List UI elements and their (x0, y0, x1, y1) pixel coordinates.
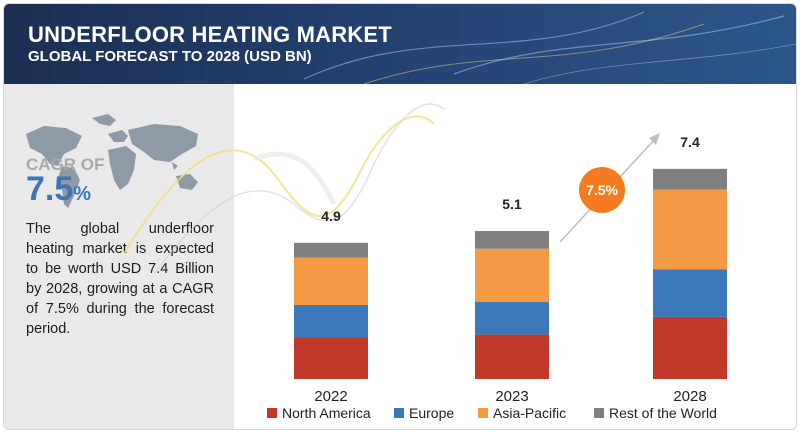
bar-segment-north-america-2022 (294, 337, 368, 379)
cagr-badge-circle (579, 167, 625, 213)
bar-segment-europe-2023 (475, 302, 549, 335)
bar-segment-rest-of-the-world-2023 (475, 231, 549, 249)
cagr-badge-text: 7.5% (586, 182, 618, 198)
decorative-curves (123, 103, 445, 275)
stacked-bar-chart: 4.9 2022 5.1 2023 7.4 2028 7.5% North America… (123, 103, 727, 421)
x-tick-label-2028: 2028 (673, 388, 706, 405)
market-summary-text: The global underfloor heating market is … (26, 221, 214, 337)
bar-segment-europe-2022 (294, 305, 368, 338)
bar-segment-rest-of-the-world-2022 (294, 242, 368, 258)
cagr-label: CAGR OF (26, 155, 105, 174)
header-light-streaks (303, 11, 796, 84)
legend-swatch-north-america (267, 408, 277, 418)
chart-legend: North America Europe Asia-Pacific Rest of t… (267, 405, 717, 421)
x-tick-label-2022: 2022 (314, 388, 347, 405)
cagr-number: 7.5 (26, 170, 74, 208)
total-label-2028: 7.4 (680, 134, 700, 150)
cagr-badge: 7.5% (579, 167, 625, 213)
legend-label-rest-of-the-world: Rest of the World (609, 405, 717, 421)
bar-segment-rest-of-the-world-2028 (653, 168, 727, 190)
page-subtitle: GLOBAL FORECAST TO 2028 (USD BN) (28, 48, 312, 65)
bar-segment-north-america-2023 (475, 334, 549, 379)
cagr-value: 7.5% (26, 170, 91, 209)
bar-segment-europe-2028 (653, 269, 727, 317)
total-label-2022: 4.9 (321, 208, 341, 224)
infographic-card: UNDERFLOOR HEATING MARKET GLOBAL FORECAS… (3, 3, 797, 430)
cagr-unit: % (73, 183, 92, 205)
labels-group: 4.9 2022 5.1 2023 7.4 2028 (314, 134, 706, 405)
legend-swatch-europe (394, 408, 404, 418)
header-banner: UNDERFLOOR HEATING MARKET GLOBAL FORECAS… (4, 4, 796, 84)
legend-label-north-america: North America (282, 405, 371, 421)
legend-swatch-rest-of-the-world (594, 408, 604, 418)
world-map-icon (26, 114, 198, 208)
bar-segment-asia-pacific-2028 (653, 189, 727, 270)
x-tick-label-2023: 2023 (495, 388, 528, 405)
bar-segment-north-america-2028 (653, 316, 727, 379)
legend-label-europe: Europe (409, 405, 454, 421)
bar-segment-asia-pacific-2023 (475, 248, 549, 303)
total-label-2023: 5.1 (502, 196, 522, 212)
legend-swatch-asia-pacific (478, 408, 488, 418)
bar-segment-asia-pacific-2022 (294, 257, 368, 305)
legend-label-asia-pacific: Asia-Pacific (493, 405, 566, 421)
bars-group (294, 168, 727, 379)
page-title: UNDERFLOOR HEATING MARKET (28, 22, 392, 47)
